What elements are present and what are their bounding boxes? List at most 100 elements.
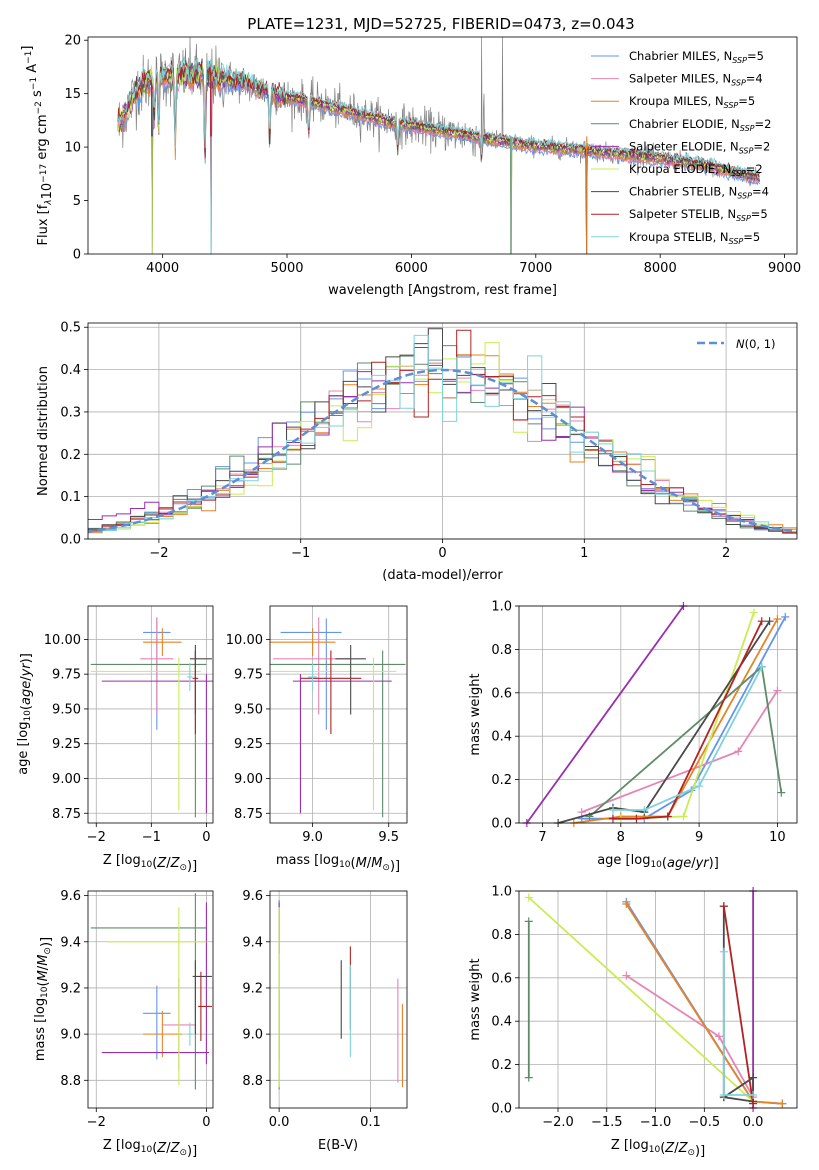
- x-axis-label: mass [log10(M/M⊙)]: [276, 853, 400, 874]
- x-tick-label: 9.0: [302, 830, 323, 845]
- series-marker: [524, 1073, 533, 1082]
- mass-age-panel: 9.0 9.5 8.75 9.00 9.25 9.50 9.75 10.00 mass [log…: [226, 605, 408, 874]
- y-tick-label: 0.4: [60, 363, 81, 378]
- series-line: [625, 974, 754, 1098]
- y-tick-label: 0.4: [491, 1015, 512, 1030]
- legend-label: Chabrier STELIB, NSSP=4: [629, 185, 769, 201]
- series-line: [613, 620, 763, 820]
- x-tick-label: 9000: [768, 261, 801, 276]
- series-marker: [622, 900, 631, 909]
- y-tick-label: 8.8: [60, 1074, 81, 1089]
- x-tick-label: 0: [202, 1115, 210, 1130]
- series-line: [613, 666, 763, 811]
- y-tick-label: 1.0: [491, 600, 512, 615]
- legend-label: N(0, 1): [736, 337, 776, 351]
- y-tick-label: 9.6: [60, 889, 81, 904]
- figure-title: PLATE=1231, MJD=52725, FIBERID=0473, z=0…: [247, 15, 634, 33]
- x-axis-label: Z [log10(Z/Z⊙)]: [103, 853, 197, 874]
- series-marker: [778, 1099, 787, 1108]
- x-tick-label: 6000: [395, 261, 428, 276]
- series-marker: [781, 612, 790, 621]
- series-marker: [632, 814, 641, 823]
- y-tick-label: 8.75: [234, 807, 263, 822]
- ebv-mass-panel: 0.0 0.1 8.8 9.0 9.2 9.4 9.6 E(B-V): [242, 889, 408, 1153]
- y-tick-label: 9.50: [234, 702, 263, 717]
- y-tick-label: 9.50: [52, 702, 81, 717]
- x-tick-label: 8000: [644, 261, 677, 276]
- x-tick-label: 10: [769, 830, 786, 845]
- x-tick-label: 9.5: [378, 830, 399, 845]
- series-marker: [524, 917, 533, 926]
- axes-frame: [87, 890, 214, 1109]
- legend-label: Kroupa ELODIE, NSSP=2: [629, 162, 763, 178]
- series-marker: [679, 812, 688, 821]
- series-marker: [765, 617, 774, 626]
- axes-frame: [269, 605, 408, 824]
- axes-frame: [518, 890, 798, 1109]
- series-line: [722, 906, 754, 1104]
- axes-frame: [269, 890, 408, 1109]
- x-tick-label: 0.0: [743, 1115, 764, 1130]
- y-tick-label: 0.8: [491, 928, 512, 943]
- y-tick-label: 9.00: [52, 772, 81, 787]
- y-tick-label: 9.00: [234, 772, 263, 787]
- x-axis-label: wavelength [Angstrom, rest frame]: [328, 283, 557, 298]
- metallicity-mass-panel: −2 0 8.8 9.0 9.2 9.4 9.6 Z [log10(Z/Z⊙)] mass [l…: [33, 889, 214, 1159]
- series-marker: [608, 814, 617, 823]
- series-marker: [719, 902, 728, 911]
- y-axis-label: mass [log10(M/M⊙)]: [33, 937, 54, 1061]
- y-tick-label: 0.0: [491, 1102, 512, 1117]
- series-line: [528, 896, 754, 1103]
- y-axis-label: age [log10(age/yr)]: [16, 653, 34, 775]
- x-tick-label: −2: [149, 546, 168, 561]
- legend-label: Salpeter MILES, NSSP=4: [629, 72, 763, 88]
- series-marker: [773, 686, 782, 695]
- age-weight-panel: 7 8 9 10 0.0 0.2 0.4 0.6 0.8 1.0 mass weight age [l…: [468, 600, 798, 871]
- x-tick-label: 7: [538, 830, 546, 845]
- series-marker: [749, 1090, 758, 1099]
- series-marker: [577, 808, 586, 817]
- gaussian-reference-curve: [88, 368, 797, 533]
- y-tick-label: 9.4: [60, 935, 81, 950]
- y-tick-label: 9.75: [52, 668, 81, 683]
- x-tick-label: −0.5: [689, 1115, 721, 1130]
- spectrum-panel: 4000 5000 6000 7000 8000 9000 0 5 10 15 20 Chabrier…: [20, 34, 801, 298]
- y-tick-label: 0.0: [60, 533, 81, 548]
- y-axis-label: mass weight: [468, 673, 483, 755]
- legend-label: Kroupa STELIB, NSSP=5: [629, 230, 760, 246]
- axes-frame: [87, 322, 798, 540]
- y-tick-label: 20: [64, 34, 81, 49]
- x-tick-label: 8: [617, 830, 625, 845]
- series-marker: [757, 617, 766, 626]
- x-tick-label: 0.0: [269, 1115, 290, 1130]
- x-tick-label: 9: [695, 830, 703, 845]
- x-tick-label: 0: [438, 546, 446, 561]
- legend-label: Salpeter ELODIE, NSSP=2: [629, 139, 770, 155]
- y-tick-label: 0.2: [491, 1058, 512, 1073]
- series-marker: [734, 747, 743, 756]
- y-tick-label: 0: [73, 248, 81, 263]
- x-axis-label: (data-model)/error: [382, 568, 503, 583]
- legend-label: Chabrier MILES, NSSP=5: [629, 49, 764, 65]
- axes-frame: [518, 605, 798, 824]
- y-tick-label: 9.0: [242, 1028, 263, 1043]
- series-marker: [524, 893, 533, 902]
- y-tick-label: 0.6: [491, 686, 512, 701]
- model-spectrum-line: [117, 56, 760, 254]
- series-marker: [757, 662, 766, 671]
- x-tick-label: −2: [87, 1115, 106, 1130]
- series-marker: [608, 805, 617, 814]
- x-tick-label: 2: [722, 546, 730, 561]
- series-marker: [640, 805, 649, 814]
- x-axis-label: E(B-V): [318, 1138, 358, 1153]
- series-marker: [749, 1073, 758, 1082]
- series-line: [620, 612, 755, 820]
- y-tick-label: 0.4: [491, 730, 512, 745]
- x-tick-label: −1.0: [640, 1115, 672, 1130]
- y-tick-label: 0.2: [491, 773, 512, 788]
- legend-label: Salpeter STELIB, NSSP=5: [629, 207, 768, 223]
- y-tick-label: 9.6: [242, 889, 263, 904]
- x-axis-label: Z [log10(Z/Z⊙)]: [611, 1138, 705, 1159]
- series-marker: [719, 947, 728, 956]
